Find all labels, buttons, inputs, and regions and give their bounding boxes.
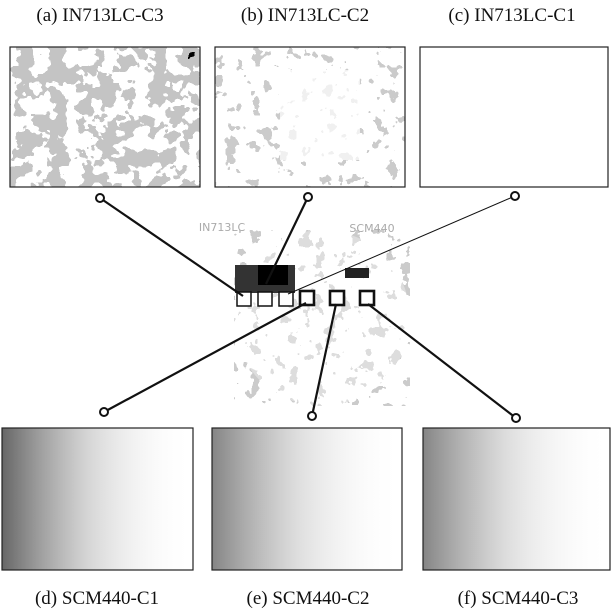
panel-caption: (c) IN713LC-C1	[448, 5, 575, 26]
micrograph	[10, 47, 200, 187]
figure: (a) IN713LC-C3 (b) IN713LC-C2 (c) IN713L…	[0, 0, 612, 612]
sample-label: SCM440	[349, 222, 394, 235]
sample-label: IN713LC	[199, 221, 246, 234]
panel-caption: (b) IN713LC-C2	[241, 5, 369, 26]
panel-caption: (d) SCM440-C1	[35, 588, 159, 609]
micrograph	[215, 47, 405, 187]
panel-caption: (e) SCM440-C2	[247, 588, 370, 609]
micrograph	[420, 47, 608, 187]
micrograph	[212, 428, 402, 570]
panel-caption: (f) SCM440-C3	[458, 588, 579, 609]
micrograph	[423, 428, 610, 570]
sample: IN713LC SCM440	[199, 221, 410, 406]
panel-caption: (a) IN713LC-C3	[36, 5, 163, 26]
micrograph	[2, 428, 193, 570]
